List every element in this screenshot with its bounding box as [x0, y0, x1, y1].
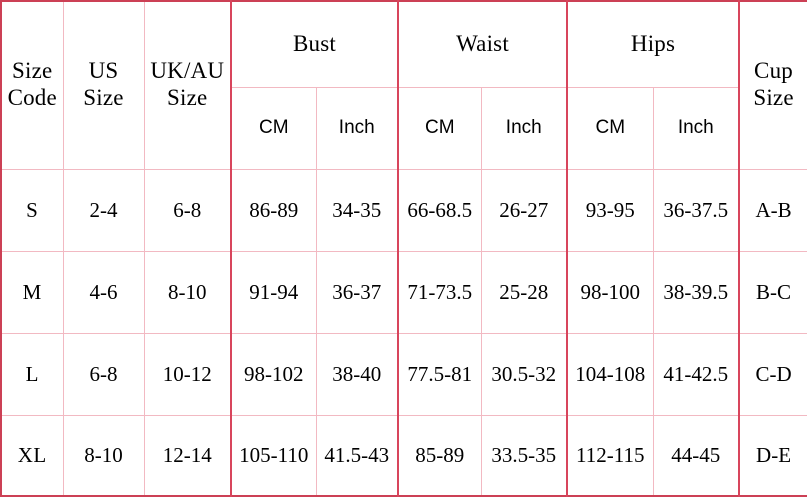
header-us-size: US Size [62, 0, 145, 170]
cell-size-code: M [0, 250, 64, 334]
header-bust-inch: Inch [315, 86, 399, 170]
header-waist-cm: CM [397, 86, 482, 170]
header-hips-inch: Inch [652, 86, 741, 170]
header-row-groups: Size Code US Size UK/AU Size Bust Waist … [0, 0, 807, 170]
cell-us-size: 2-4 [62, 168, 145, 252]
cell-us-size: 4-6 [62, 250, 145, 334]
cell-ukau-size: 10-12 [143, 332, 232, 416]
cell-cup-size: A-B [738, 168, 807, 252]
cell-waist-inch: 30.5-32 [480, 332, 568, 416]
cell-hips-cm: 93-95 [566, 168, 654, 252]
cell-bust-cm: 105-110 [230, 414, 317, 497]
cell-bust-cm: 86-89 [230, 168, 317, 252]
table-row: L 6-8 10-12 98-102 38-40 77.5-81 30.5-32… [0, 332, 807, 416]
cell-bust-inch: 36-37 [315, 250, 399, 334]
cell-waist-inch: 26-27 [480, 168, 568, 252]
cell-bust-inch: 41.5-43 [315, 414, 399, 497]
cell-us-size: 8-10 [62, 414, 145, 497]
header-row-units: CM Inch CM Inch CM Inch [1, 86, 807, 170]
cell-hips-inch: 38-39.5 [652, 250, 741, 334]
cell-us-size: 6-8 [62, 332, 145, 416]
cell-ukau-size: 6-8 [143, 168, 232, 252]
cell-hips-cm: 98-100 [566, 250, 654, 334]
table-row: S 2-4 6-8 86-89 34-35 66-68.5 26-27 93-9… [0, 168, 807, 252]
header-hips: Hips [566, 0, 741, 88]
header-bust-cm: CM [230, 86, 317, 170]
cell-size-code: L [0, 332, 64, 416]
header-cup-size: Cup Size [738, 0, 807, 170]
cell-size-code: S [0, 168, 64, 252]
cell-hips-inch: 44-45 [652, 414, 741, 497]
header-waist: Waist [397, 0, 568, 88]
header-hips-cm: CM [566, 86, 654, 170]
header-size-code-line2: Code [7, 85, 57, 111]
cell-waist-inch: 33.5-35 [480, 414, 568, 497]
cell-bust-inch: 34-35 [315, 168, 399, 252]
cell-waist-cm: 71-73.5 [397, 250, 482, 334]
cell-bust-cm: 98-102 [230, 332, 317, 416]
header-us-size-line2: Size [83, 85, 124, 111]
header-cup-size-line2: Size [753, 85, 794, 111]
cell-ukau-size: 12-14 [143, 414, 232, 497]
cell-waist-inch: 25-28 [480, 250, 568, 334]
cell-ukau-size: 8-10 [143, 250, 232, 334]
cell-hips-cm: 104-108 [566, 332, 654, 416]
cell-size-code: XL [0, 414, 64, 497]
cell-cup-size: D-E [738, 414, 807, 497]
table-row: XL 8-10 12-14 105-110 41.5-43 85-89 33.5… [0, 414, 807, 497]
table-row: M 4-6 8-10 91-94 36-37 71-73.5 25-28 98-… [0, 250, 807, 334]
cell-hips-inch: 36-37.5 [652, 168, 741, 252]
cell-waist-cm: 77.5-81 [397, 332, 482, 416]
header-size-code-line1: Size [12, 58, 53, 84]
header-waist-inch: Inch [480, 86, 568, 170]
cell-cup-size: C-D [738, 332, 807, 416]
header-ukau-size-line1: UK/AU [150, 58, 225, 84]
cell-bust-inch: 38-40 [315, 332, 399, 416]
cell-waist-cm: 66-68.5 [397, 168, 482, 252]
cell-bust-cm: 91-94 [230, 250, 317, 334]
header-bust: Bust [229, 0, 399, 88]
header-cup-size-line1: Cup [754, 58, 793, 84]
header-size-code: Size Code [0, 0, 64, 170]
header-ukau-size-line2: Size [167, 85, 208, 111]
cell-waist-cm: 85-89 [397, 414, 482, 497]
header-us-size-line1: US [88, 58, 119, 84]
cell-hips-inch: 41-42.5 [652, 332, 741, 416]
cell-cup-size: B-C [738, 250, 807, 334]
cell-hips-cm: 112-115 [566, 414, 654, 497]
header-ukau-size: UK/AU Size [143, 0, 232, 170]
